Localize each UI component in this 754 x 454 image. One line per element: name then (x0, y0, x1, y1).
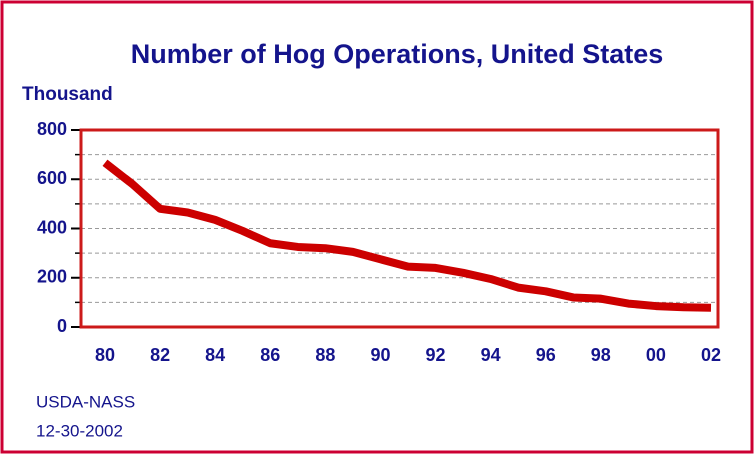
x-tick-label: 90 (370, 345, 390, 365)
x-tick-label: 96 (536, 345, 556, 365)
x-tick-label: 98 (591, 345, 611, 365)
line (102, 159, 712, 312)
x-tick-label: 84 (205, 345, 225, 365)
plot-frame (79, 128, 720, 329)
date: 12-30-2002 (36, 421, 123, 440)
x-tick-label: 82 (150, 345, 170, 365)
x-tick-label: 92 (426, 345, 446, 365)
y-tick-label: 200 (37, 267, 67, 287)
x-tick-label: 00 (646, 345, 666, 365)
chart-title: Number of Hog Operations, United States (131, 39, 664, 69)
x-tick-label: 02 (701, 345, 721, 365)
x-tick-label: 86 (260, 345, 280, 365)
y-tick-label: 800 (37, 119, 67, 139)
x-tick-label: 80 (95, 345, 115, 365)
x-tick-label: 94 (481, 345, 501, 365)
y-tick-label: 0 (57, 316, 67, 336)
source: USDA-NASS (36, 392, 135, 411)
y-tick-label: 400 (37, 217, 67, 237)
y-axis-label: Thousand (22, 84, 113, 105)
y-tick-label: 600 (37, 168, 67, 188)
x-tick-label: 88 (315, 345, 335, 365)
